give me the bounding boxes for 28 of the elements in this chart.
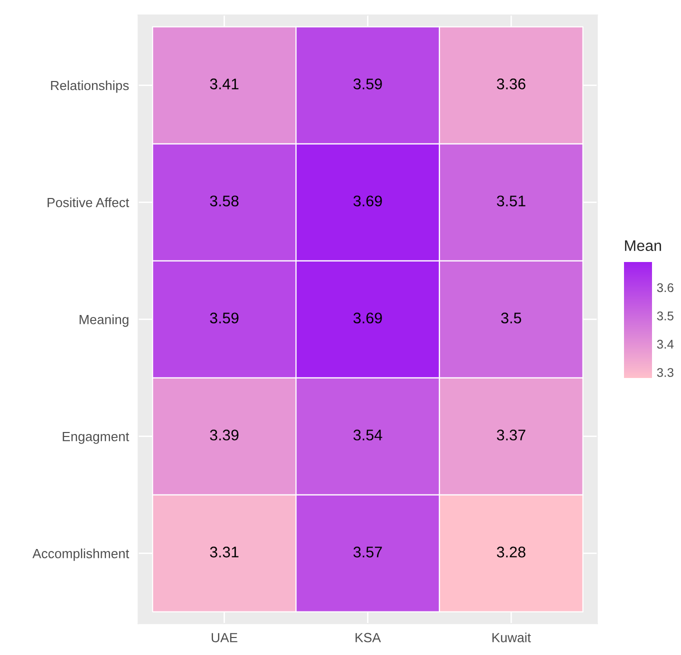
x-tick-label: UAE	[212, 633, 238, 642]
data-label: 3.51	[496, 196, 526, 206]
y-tick-label: Relationships	[51, 80, 129, 93]
data-label: 3.59	[353, 78, 382, 90]
data-label: 3.5	[501, 312, 522, 324]
x-tick-label: KSA	[356, 632, 381, 642]
color-bar-label: 3.6	[657, 283, 674, 292]
x-tick-label: Kuwait	[492, 632, 531, 642]
color-bar-label: 3.3	[657, 368, 674, 377]
y-tick-label: Accomplishment	[32, 548, 130, 561]
color-bar-label: 3.5	[657, 312, 674, 320]
data-label: 3.31	[210, 546, 238, 558]
data-label: 3.37	[496, 430, 526, 440]
data-label: 3.69	[353, 196, 382, 206]
data-label: 3.36	[496, 78, 526, 90]
data-label: 3.69	[353, 312, 382, 324]
data-label: 3.28	[496, 546, 526, 558]
y-tick-label: Engagment	[62, 432, 130, 444]
color-bar-label: 3.4	[657, 340, 674, 349]
data-label: 3.39	[210, 430, 238, 440]
data-label: 3.57	[353, 546, 382, 558]
data-label: 3.41	[210, 78, 238, 90]
y-tick-label: Positive Affect	[48, 198, 130, 208]
data-label: 3.58	[210, 196, 239, 206]
data-label: 3.59	[210, 312, 238, 324]
color-bar-title: Mean	[625, 240, 662, 252]
y-tick-label: Meaning	[80, 314, 128, 327]
data-label: 3.54	[353, 430, 382, 440]
